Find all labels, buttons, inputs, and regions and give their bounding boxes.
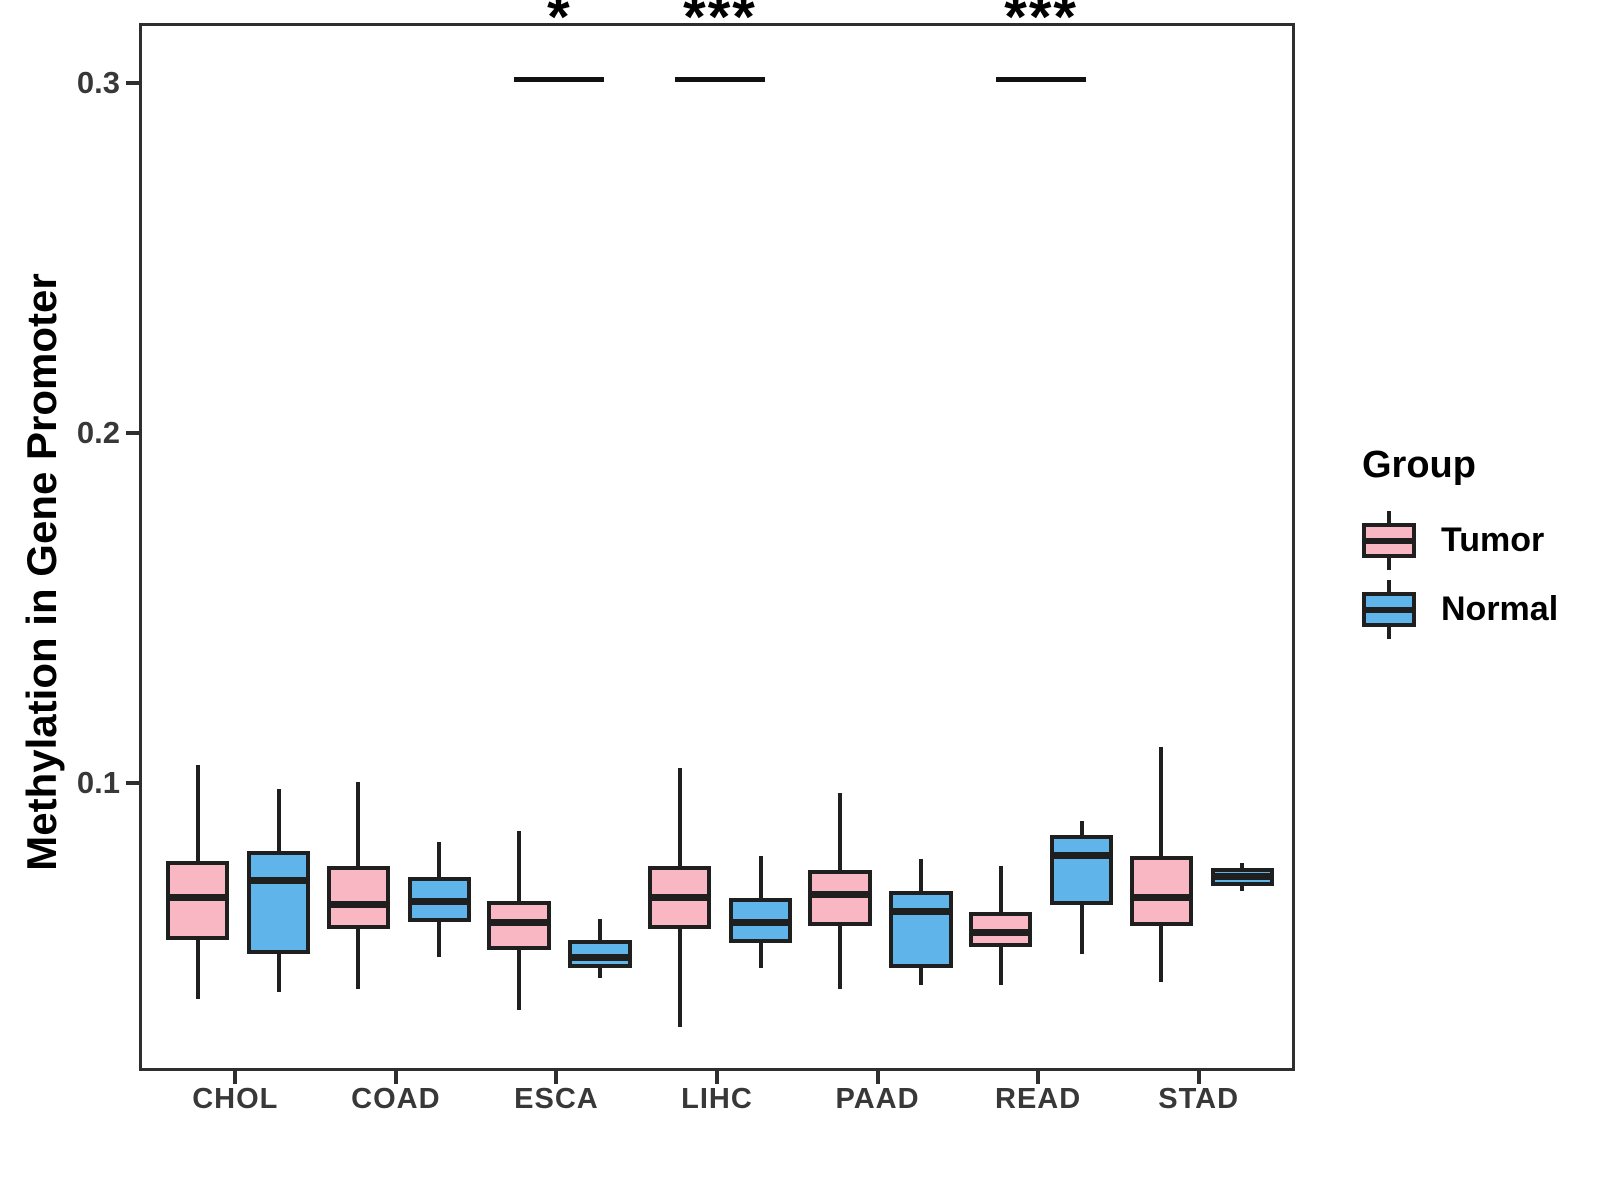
boxplot-median-normal-READ — [1049, 852, 1114, 860]
x-tick-label: LIHC — [681, 1083, 753, 1115]
x-tick-mark — [233, 1071, 238, 1084]
x-tick-label: STAD — [1158, 1083, 1240, 1115]
legend-key-median — [1366, 537, 1412, 544]
x-tick-mark — [554, 1071, 559, 1084]
y-tick-label: 0.2 — [76, 414, 120, 450]
boxplot-median-normal-COAD — [407, 897, 472, 905]
boxplot-median-tumor-STAD — [1129, 894, 1193, 902]
y-tick-mark — [126, 780, 139, 785]
legend-label-normal: Normal — [1441, 590, 1559, 628]
x-tick-label: PAAD — [835, 1083, 920, 1115]
significance-bar-READ — [996, 77, 1087, 83]
y-tick-mark — [126, 80, 139, 85]
x-tick-label: READ — [995, 1083, 1082, 1115]
boxplot-median-tumor-CHOL — [166, 894, 230, 902]
boxplot-box-normal-ESCA — [568, 939, 632, 968]
legend-key-median — [1366, 606, 1412, 613]
boxplot-median-normal-PAAD — [889, 908, 953, 916]
boxplot-box-normal-READ — [1049, 834, 1114, 905]
legend-label-tumor: Tumor — [1441, 521, 1545, 559]
x-tick-label: COAD — [351, 1083, 441, 1115]
x-tick-label: CHOL — [192, 1083, 279, 1115]
significance-label-LIHC: *** — [683, 0, 757, 51]
boxplot-median-tumor-LIHC — [647, 894, 712, 902]
y-tick-label: 0.3 — [76, 64, 120, 100]
legend-key-box-normal — [1362, 592, 1416, 627]
boxplot-box-normal-CHOL — [247, 850, 311, 954]
boxplot-box-tumor-STAD — [1129, 855, 1193, 926]
x-tick-mark — [875, 1071, 880, 1084]
boxplot-median-normal-LIHC — [728, 918, 793, 926]
boxplot-median-tumor-PAAD — [808, 890, 872, 898]
boxplot-median-tumor-READ — [968, 929, 1033, 937]
boxplot-median-normal-CHOL — [247, 876, 311, 884]
significance-bar-LIHC — [675, 77, 765, 83]
boxplot-median-tumor-COAD — [326, 901, 391, 909]
significance-label-ESCA: * — [547, 0, 572, 51]
boxplot-box-tumor-COAD — [326, 866, 391, 930]
x-tick-mark — [1036, 1071, 1041, 1084]
x-tick-label: ESCA — [514, 1083, 599, 1115]
plot-panel: * *** *** — [139, 0, 1295, 1071]
boxplot-median-normal-STAD — [1210, 873, 1274, 881]
legend-key-box-tumor — [1362, 523, 1416, 558]
boxplot-box-tumor-PAAD — [808, 869, 872, 926]
boxplot-box-normal-PAAD — [889, 890, 953, 968]
boxplot-box-tumor-ESCA — [487, 901, 551, 951]
x-tick-mark — [393, 1071, 398, 1084]
legend-key-boxplot-icon — [1362, 580, 1416, 639]
legend-title: Group — [1362, 444, 1476, 486]
significance-label-READ: *** — [1004, 0, 1078, 51]
legend-item-normal: Normal — [1362, 580, 1558, 639]
legend: Group Tumor Normal — [1362, 444, 1558, 649]
x-tick-mark — [715, 1071, 719, 1084]
legend-item-tumor: Tumor — [1362, 511, 1558, 570]
boxplot-median-tumor-ESCA — [487, 918, 551, 926]
significance-bar-ESCA — [514, 77, 605, 83]
x-tick-mark — [1196, 1071, 1201, 1084]
boxplot-median-normal-ESCA — [568, 953, 632, 961]
y-tick-mark — [126, 430, 139, 435]
y-tick-label: 0.1 — [76, 764, 120, 800]
legend-key-boxplot-icon — [1362, 511, 1416, 570]
